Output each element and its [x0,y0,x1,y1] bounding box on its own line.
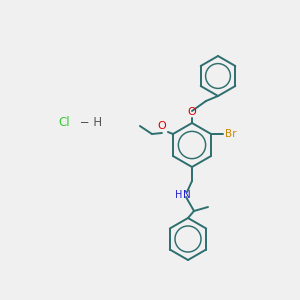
Text: O: O [188,107,196,117]
Text: O: O [157,121,166,131]
Text: H: H [175,190,182,200]
Text: − H: − H [76,116,102,128]
Text: Br: Br [225,129,236,139]
Text: Cl: Cl [58,116,70,128]
Text: N: N [183,190,191,200]
